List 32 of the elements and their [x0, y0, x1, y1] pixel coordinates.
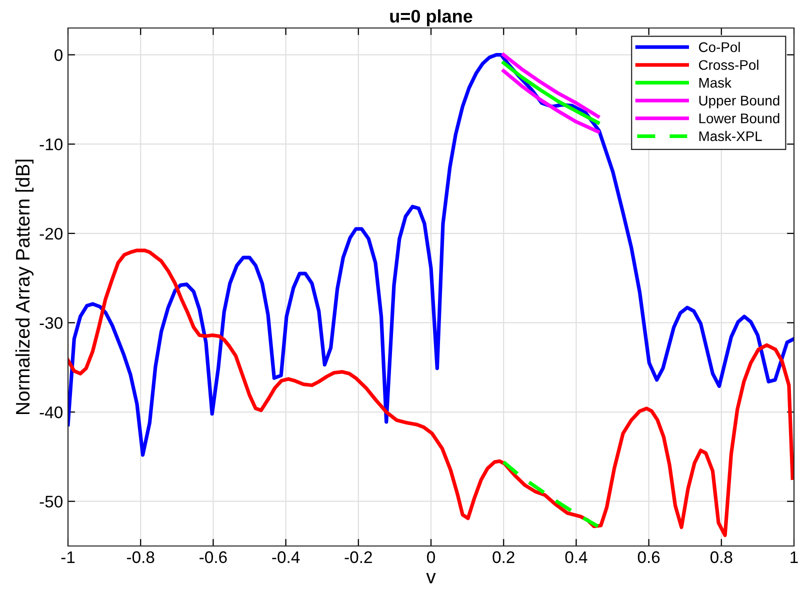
line-series	[502, 61, 600, 124]
legend-label: Mask	[699, 78, 732, 88]
legend-label: Cross-Pol	[698, 60, 758, 70]
y-tick-label: -10	[40, 138, 62, 150]
y-axis-title: Normalized Array Pattern [dB]	[15, 160, 34, 414]
y-tick-label: -40	[40, 406, 62, 418]
legend-label: Mask-XPL	[699, 130, 762, 142]
x-tick-label: -1	[61, 551, 75, 563]
line-series	[502, 52, 600, 118]
x-tick-label: 0.2	[492, 551, 514, 564]
x-tick-label: 0.8	[710, 551, 732, 564]
line-series	[68, 52, 794, 457]
x-tick-label: 0.4	[565, 551, 588, 564]
x-tick-label: -0.8	[126, 551, 154, 564]
x-tick-label: -0.6	[200, 551, 227, 564]
line-series	[502, 460, 600, 528]
x-tick-label: -0.2	[344, 551, 372, 564]
y-tick-label: -50	[40, 496, 62, 508]
y-tick-label: -20	[40, 228, 62, 240]
line-series	[68, 248, 794, 538]
x-tick-label: 0.6	[638, 551, 660, 564]
x-axis-title: v	[426, 572, 436, 584]
line-series	[502, 69, 600, 134]
x-tick-label: 0	[427, 551, 435, 564]
legend-label: Co-Pol	[698, 42, 740, 52]
y-tick-label: -30	[40, 317, 62, 329]
x-tick-label: 1	[790, 551, 798, 563]
chart-title: u=0 plane	[390, 9, 472, 26]
legend-label: Lower Bound	[699, 113, 780, 124]
x-tick-label: -0.4	[272, 551, 300, 564]
y-tick-label: 0	[54, 49, 62, 61]
legend-label: Upper Bound	[699, 95, 780, 108]
